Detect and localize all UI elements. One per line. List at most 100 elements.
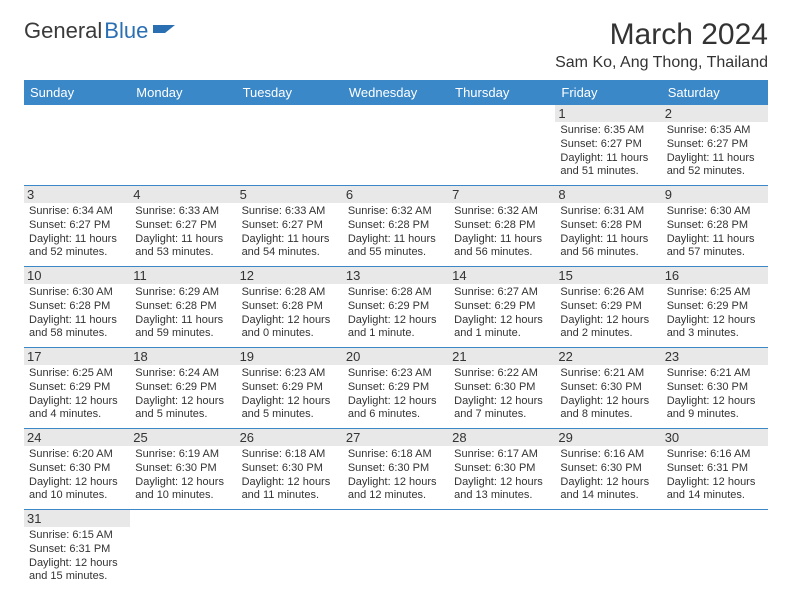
sunset-line: Sunset: 6:29 PM — [348, 300, 444, 314]
day-number: 11 — [130, 267, 236, 284]
sunrise-line: Sunrise: 6:27 AM — [454, 286, 550, 300]
calendar-cell — [24, 105, 130, 186]
calendar-cell: 15Sunrise: 6:26 AMSunset: 6:29 PMDayligh… — [555, 267, 661, 348]
title-block: March 2024 Sam Ko, Ang Thong, Thailand — [555, 18, 768, 72]
day-number: 9 — [662, 186, 768, 203]
sunrise-line: Sunrise: 6:16 AM — [560, 448, 656, 462]
sunrise-line: Sunrise: 6:35 AM — [560, 124, 656, 138]
weekday-header: Saturday — [662, 80, 768, 105]
sunset-line: Sunset: 6:30 PM — [560, 462, 656, 476]
sunrise-line: Sunrise: 6:30 AM — [29, 286, 125, 300]
sunset-line: Sunset: 6:30 PM — [667, 381, 763, 395]
calendar-cell: 12 Sunrise: 6:28 AMSunset: 6:28 PMDayligh… — [237, 267, 343, 348]
daylight-line: Daylight: 12 hours and 14 minutes. — [560, 476, 656, 504]
day-number: 18 — [130, 348, 236, 365]
sunset-line: Sunset: 6:29 PM — [29, 381, 125, 395]
sunset-line: Sunset: 6:29 PM — [667, 300, 763, 314]
day-details: Sunrise: 6:23 AMSunset: 6:29 PMDaylight:… — [348, 367, 444, 422]
day-details: Sunrise: 6:23 AMSunset: 6:29 PMDaylight:… — [242, 367, 338, 422]
day-number: 6 — [343, 186, 449, 203]
logo-text-2: Blue — [104, 18, 148, 44]
calendar-cell — [237, 510, 343, 591]
day-details: Sunrise: 6:30 AMSunset: 6:28 PMDaylight:… — [29, 286, 125, 341]
calendar-row: 1Sunrise: 6:35 AMSunset: 6:27 PMDaylight… — [24, 105, 768, 186]
sunrise-line: Sunrise: 6:23 AM — [242, 367, 338, 381]
day-number: 14 — [449, 267, 555, 284]
weekday-header: Thursday — [449, 80, 555, 105]
sunrise-line: Sunrise: 6:30 AM — [667, 205, 763, 219]
calendar-cell — [449, 105, 555, 186]
weekday-header: Tuesday — [237, 80, 343, 105]
sunset-line: Sunset: 6:29 PM — [242, 381, 338, 395]
day-number: 27 — [343, 429, 449, 446]
calendar-cell — [130, 105, 236, 186]
day-number: 23 — [662, 348, 768, 365]
daylight-line: Daylight: 12 hours and 10 minutes. — [135, 476, 231, 504]
day-details: Sunrise: 6:15 AMSunset: 6:31 PMDaylight:… — [29, 529, 125, 584]
daylight-line: Daylight: 12 hours and 7 minutes. — [454, 395, 550, 423]
calendar-cell — [343, 510, 449, 591]
header: GeneralBlue March 2024 Sam Ko, Ang Thong… — [24, 18, 768, 72]
sunrise-line: Sunrise: 6:25 AM — [29, 367, 125, 381]
day-number: 25 — [130, 429, 236, 446]
sunset-line: Sunset: 6:31 PM — [667, 462, 763, 476]
sunrise-line: Sunrise: 6:16 AM — [667, 448, 763, 462]
day-number: 22 — [555, 348, 661, 365]
calendar-cell: 19Sunrise: 6:23 AMSunset: 6:29 PMDayligh… — [237, 348, 343, 429]
sunrise-line: Sunrise: 6:21 AM — [667, 367, 763, 381]
calendar-cell — [237, 105, 343, 186]
calendar-cell: 16Sunrise: 6:25 AMSunset: 6:29 PMDayligh… — [662, 267, 768, 348]
sunset-line: Sunset: 6:30 PM — [348, 462, 444, 476]
calendar-cell: 13Sunrise: 6:28 AMSunset: 6:29 PMDayligh… — [343, 267, 449, 348]
calendar-row: 31Sunrise: 6:15 AMSunset: 6:31 PMDayligh… — [24, 510, 768, 591]
calendar-cell: 25Sunrise: 6:19 AMSunset: 6:30 PMDayligh… — [130, 429, 236, 510]
calendar-cell: 24Sunrise: 6:20 AMSunset: 6:30 PMDayligh… — [24, 429, 130, 510]
sunrise-line: Sunrise: 6:17 AM — [454, 448, 550, 462]
sunrise-line: Sunrise: 6:33 AM — [135, 205, 231, 219]
sunrise-line: Sunrise: 6:19 AM — [135, 448, 231, 462]
calendar-cell: 23 Sunrise: 6:21 AMSunset: 6:30 PMDayligh… — [662, 348, 768, 429]
calendar-cell: 26Sunrise: 6:18 AMSunset: 6:30 PMDayligh… — [237, 429, 343, 510]
day-details: Sunrise: 6:33 AMSunset: 6:27 PMDaylight:… — [242, 205, 338, 260]
calendar-cell: 4Sunrise: 6:33 AMSunset: 6:27 PMDaylight… — [130, 186, 236, 267]
sunset-line: Sunset: 6:30 PM — [454, 381, 550, 395]
day-details: Sunrise: 6:33 AMSunset: 6:27 PMDaylight:… — [135, 205, 231, 260]
sunrise-line: Sunrise: 6:26 AM — [560, 286, 656, 300]
sunset-line: Sunset: 6:28 PM — [242, 300, 338, 314]
daylight-line: Daylight: 11 hours and 53 minutes. — [135, 233, 231, 261]
calendar: Sunday Monday Tuesday Wednesday Thursday… — [24, 80, 768, 590]
day-details: Sunrise: 6:17 AMSunset: 6:30 PMDaylight:… — [454, 448, 550, 503]
sunrise-line: Sunrise: 6:28 AM — [242, 286, 338, 300]
sunrise-line: Sunrise: 6:35 AM — [667, 124, 763, 138]
calendar-cell: 18Sunrise: 6:24 AMSunset: 6:29 PMDayligh… — [130, 348, 236, 429]
day-details: Sunrise: 6:28 AMSunset: 6:28 PMDaylight:… — [242, 286, 338, 341]
day-number: 8 — [555, 186, 661, 203]
sunset-line: Sunset: 6:28 PM — [454, 219, 550, 233]
calendar-cell: 8Sunrise: 6:31 AMSunset: 6:28 PMDaylight… — [555, 186, 661, 267]
daylight-line: Daylight: 12 hours and 9 minutes. — [667, 395, 763, 423]
sunset-line: Sunset: 6:30 PM — [454, 462, 550, 476]
sunrise-line: Sunrise: 6:15 AM — [29, 529, 125, 543]
day-number: 13 — [343, 267, 449, 284]
sunset-line: Sunset: 6:28 PM — [29, 300, 125, 314]
day-number: 5 — [237, 186, 343, 203]
daylight-line: Daylight: 11 hours and 51 minutes. — [560, 152, 656, 180]
day-number: 26 — [237, 429, 343, 446]
day-number: 28 — [449, 429, 555, 446]
daylight-line: Daylight: 12 hours and 2 minutes. — [560, 314, 656, 342]
daylight-line: Daylight: 12 hours and 1 minute. — [348, 314, 444, 342]
logo: GeneralBlue — [24, 18, 177, 44]
sunset-line: Sunset: 6:27 PM — [242, 219, 338, 233]
day-number: 30 — [662, 429, 768, 446]
day-number: 12 — [237, 267, 343, 284]
sunrise-line: Sunrise: 6:25 AM — [667, 286, 763, 300]
calendar-cell: 11Sunrise: 6:29 AMSunset: 6:28 PMDayligh… — [130, 267, 236, 348]
daylight-line: Daylight: 12 hours and 6 minutes. — [348, 395, 444, 423]
calendar-cell: 3Sunrise: 6:34 AMSunset: 6:27 PMDaylight… — [24, 186, 130, 267]
day-details: Sunrise: 6:20 AMSunset: 6:30 PMDaylight:… — [29, 448, 125, 503]
sunset-line: Sunset: 6:28 PM — [667, 219, 763, 233]
sunset-line: Sunset: 6:28 PM — [560, 219, 656, 233]
day-details: Sunrise: 6:26 AMSunset: 6:29 PMDaylight:… — [560, 286, 656, 341]
sunset-line: Sunset: 6:28 PM — [348, 219, 444, 233]
sunset-line: Sunset: 6:29 PM — [454, 300, 550, 314]
